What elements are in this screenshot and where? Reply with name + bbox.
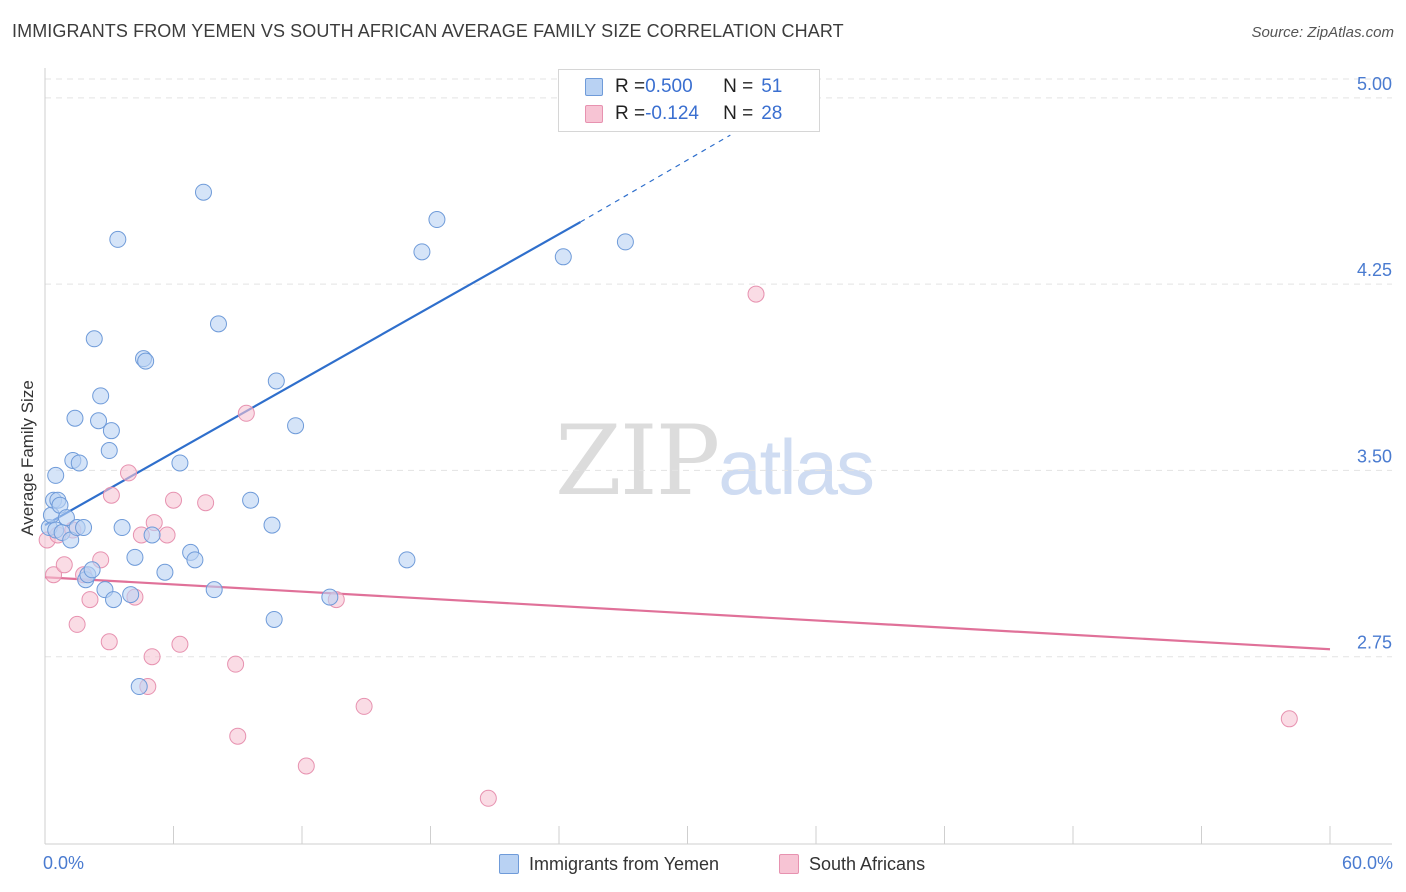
stats-legend: R = 0.500 N = 51 R = -0.124 N = 28 (558, 69, 820, 132)
yemen-point (554, 248, 572, 266)
yemen-point (90, 412, 108, 430)
yemen-point (83, 561, 101, 579)
yemen-point (287, 417, 305, 435)
yemen-point (194, 183, 212, 201)
bottom-legend-south-africans[interactable]: South Africans (779, 851, 925, 877)
south-africans-point (747, 285, 765, 303)
points-layer (38, 183, 1298, 807)
legend-n-label: N = (723, 76, 754, 97)
yemen-point (47, 466, 65, 484)
bottom-legend-label: South Africans (809, 853, 926, 874)
yemen-point (143, 526, 161, 544)
yemen-point (321, 588, 339, 606)
y-tick-label: 3.50 (1357, 446, 1392, 466)
south-africans-point (102, 486, 120, 504)
label-layer: 2.75 3.50 4.25 5.00 0.0% 60.0% Average Family … (18, 74, 1393, 873)
yemen-point (428, 211, 446, 229)
south-africans-point (197, 494, 215, 512)
yemen-point (102, 422, 120, 440)
legend-row-yemen: R = 0.500 N = 51 (585, 74, 782, 100)
legend-r-value: -0.124 (645, 103, 699, 124)
south-africans-point (297, 757, 315, 775)
south-africans-point (45, 566, 63, 584)
yemen-legend-swatch (499, 854, 519, 874)
south-africans-point (1280, 710, 1298, 728)
south-africans-point (171, 635, 189, 653)
grid-layer (45, 78, 1392, 658)
south-africans-legend-swatch (779, 854, 799, 874)
yemen-point (398, 551, 416, 569)
watermark-zip: ZIP (555, 405, 720, 517)
yemen-swatch (585, 78, 603, 96)
south-africans-point (120, 464, 138, 482)
south-africans-trend-line (44, 576, 1331, 651)
south-africans-point (100, 633, 118, 651)
yemen-point (137, 352, 155, 370)
bottom-legend-yemen[interactable]: Immigrants from Yemen (499, 851, 719, 877)
south-africans-point (158, 526, 176, 544)
legend-row-south-africans: R = -0.124 N = 28 (585, 101, 782, 127)
y-tick-label: 5.00 (1357, 74, 1392, 94)
yemen-point (413, 243, 431, 261)
south-africans-point (479, 789, 497, 807)
watermark-atlas: atlas (718, 423, 875, 511)
yemen-point (130, 678, 148, 696)
x-tick-label-max: 60.0% (1342, 853, 1393, 873)
legend-r-value: 0.500 (645, 76, 693, 97)
yemen-point (85, 330, 103, 348)
south-africans-swatch (585, 105, 603, 123)
bottom-legend-label: Immigrants from Yemen (529, 853, 720, 874)
legend-n-value: 28 (761, 103, 783, 124)
yemen-point (126, 548, 144, 566)
yemen-point (70, 454, 88, 472)
yemen-point (616, 233, 634, 251)
legend-r-label: R = (615, 103, 646, 124)
yemen-point (122, 586, 140, 604)
y-tick-label: 2.75 (1357, 633, 1392, 653)
south-africans-point (68, 615, 86, 633)
south-africans-point (143, 648, 161, 666)
y-tick-label: 4.25 (1357, 260, 1392, 280)
yemen-point (100, 442, 118, 460)
yemen-point (92, 387, 110, 405)
y-axis-label: Average Family Size (18, 380, 37, 536)
yemen-trend-extension (580, 134, 731, 223)
south-africans-point (237, 404, 255, 422)
legend-r-label: R = (615, 76, 646, 97)
source-credit: Source: ZipAtlas.com (1251, 24, 1394, 41)
yemen-point (66, 409, 84, 427)
chart-title: IMMIGRANTS FROM YEMEN VS SOUTH AFRICAN A… (12, 21, 844, 41)
yemen-point (57, 509, 75, 527)
yemen-point (105, 591, 123, 609)
legend-n-label: N = (723, 103, 754, 124)
south-africans-point (227, 655, 245, 673)
yemen-point (263, 516, 281, 534)
yemen-point (171, 454, 189, 472)
yemen-point (113, 519, 131, 537)
watermark: ZIPatlas (555, 405, 875, 517)
yemen-point (156, 563, 174, 581)
yemen-point (186, 551, 204, 569)
yemen-point (267, 372, 285, 390)
trend-layer (44, 134, 1331, 651)
yemen-point (242, 491, 260, 509)
south-africans-point (55, 556, 73, 574)
south-africans-point (355, 697, 373, 715)
axis-layer (44, 68, 1392, 845)
legend-n-value: 51 (761, 76, 783, 97)
yemen-point (265, 610, 283, 628)
yemen-point (75, 519, 93, 537)
yemen-point (205, 581, 223, 599)
yemen-point (209, 315, 227, 333)
yemen-point (109, 230, 127, 248)
x-tick-label-min: 0.0% (43, 853, 84, 873)
south-africans-point (229, 727, 247, 745)
south-africans-point (165, 491, 182, 509)
south-africans-point (81, 591, 99, 609)
